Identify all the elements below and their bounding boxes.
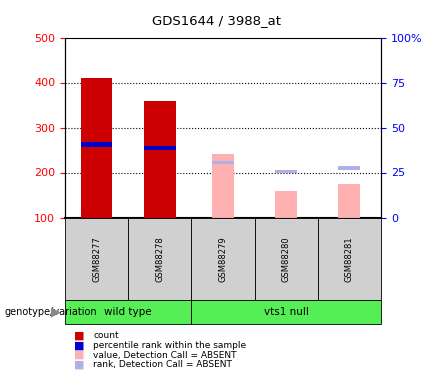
Text: genotype/variation: genotype/variation (4, 307, 97, 317)
Bar (338, 184, 361, 218)
Text: ▶: ▶ (51, 306, 61, 319)
Bar (338, 166, 361, 170)
Bar (275, 191, 297, 217)
Text: value, Detection Call = ABSENT: value, Detection Call = ABSENT (93, 351, 236, 360)
Bar (81, 78, 113, 218)
Bar (144, 146, 176, 150)
Bar (275, 170, 297, 173)
Text: percentile rank within the sample: percentile rank within the sample (93, 341, 246, 350)
Text: GSM88279: GSM88279 (219, 236, 227, 282)
Text: vts1 null: vts1 null (264, 307, 309, 317)
Text: GSM88278: GSM88278 (155, 236, 164, 282)
Text: GSM88277: GSM88277 (92, 236, 101, 282)
Bar (212, 161, 234, 164)
Text: count: count (93, 331, 119, 340)
Text: ■: ■ (74, 350, 84, 360)
Text: GSM88281: GSM88281 (345, 236, 354, 282)
Text: ■: ■ (74, 331, 84, 340)
Bar (144, 101, 176, 217)
Text: GSM88280: GSM88280 (282, 236, 291, 282)
Text: rank, Detection Call = ABSENT: rank, Detection Call = ABSENT (93, 360, 232, 369)
Bar (81, 142, 113, 147)
Text: ■: ■ (74, 340, 84, 350)
Bar (212, 154, 234, 218)
Text: ■: ■ (74, 360, 84, 370)
Text: wild type: wild type (104, 307, 152, 317)
Text: GDS1644 / 3988_at: GDS1644 / 3988_at (152, 14, 281, 27)
